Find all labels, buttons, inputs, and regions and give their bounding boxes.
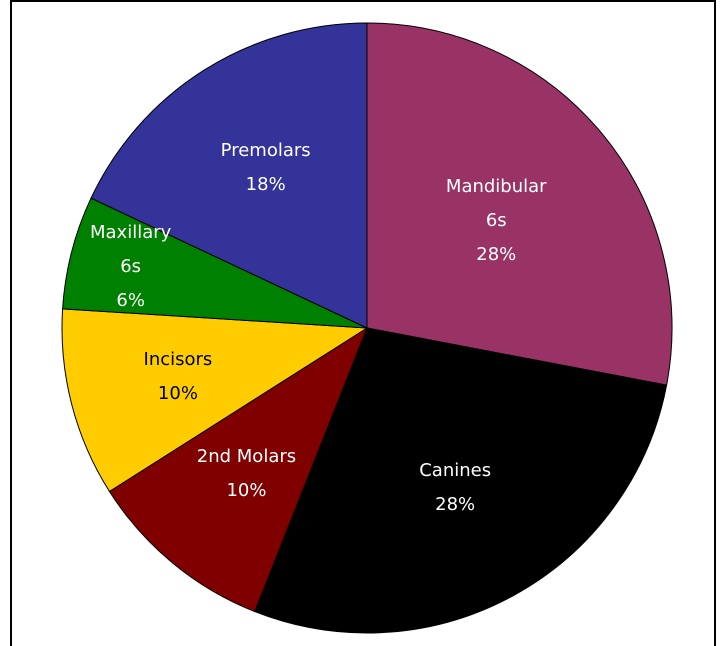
slice-label: Premolars 18% (221, 134, 311, 202)
category-name: Incisors (143, 348, 213, 370)
slice-label: Maxillary 6s 6% (90, 216, 171, 318)
pie-slice (90, 22, 368, 329)
frame (10, 0, 716, 646)
value-label: 28% (435, 494, 476, 516)
pie-slice (108, 326, 369, 613)
slice-label: Mandibular 6s 28% (446, 170, 547, 272)
category-name: 2nd Molars (196, 445, 297, 467)
slice-label: Incisors 10% (144, 343, 213, 411)
category-name: Premolars (220, 140, 311, 162)
category-name: Canines (419, 460, 492, 482)
value-label: 10% (157, 382, 198, 404)
pie-slice (366, 22, 673, 386)
category-name: Mandibular 6s (445, 176, 547, 232)
value-label: 10% (226, 479, 267, 501)
pie-slice (61, 308, 369, 493)
value-label: 18% (245, 174, 286, 196)
pie-slice (254, 327, 668, 634)
value-label: 6% (116, 290, 145, 312)
category-name: Maxillary 6s (90, 222, 172, 278)
value-label: 28% (476, 244, 517, 266)
slice-label: Canines 28% (419, 454, 491, 522)
slice-label: 2nd Molars 10% (197, 440, 296, 508)
